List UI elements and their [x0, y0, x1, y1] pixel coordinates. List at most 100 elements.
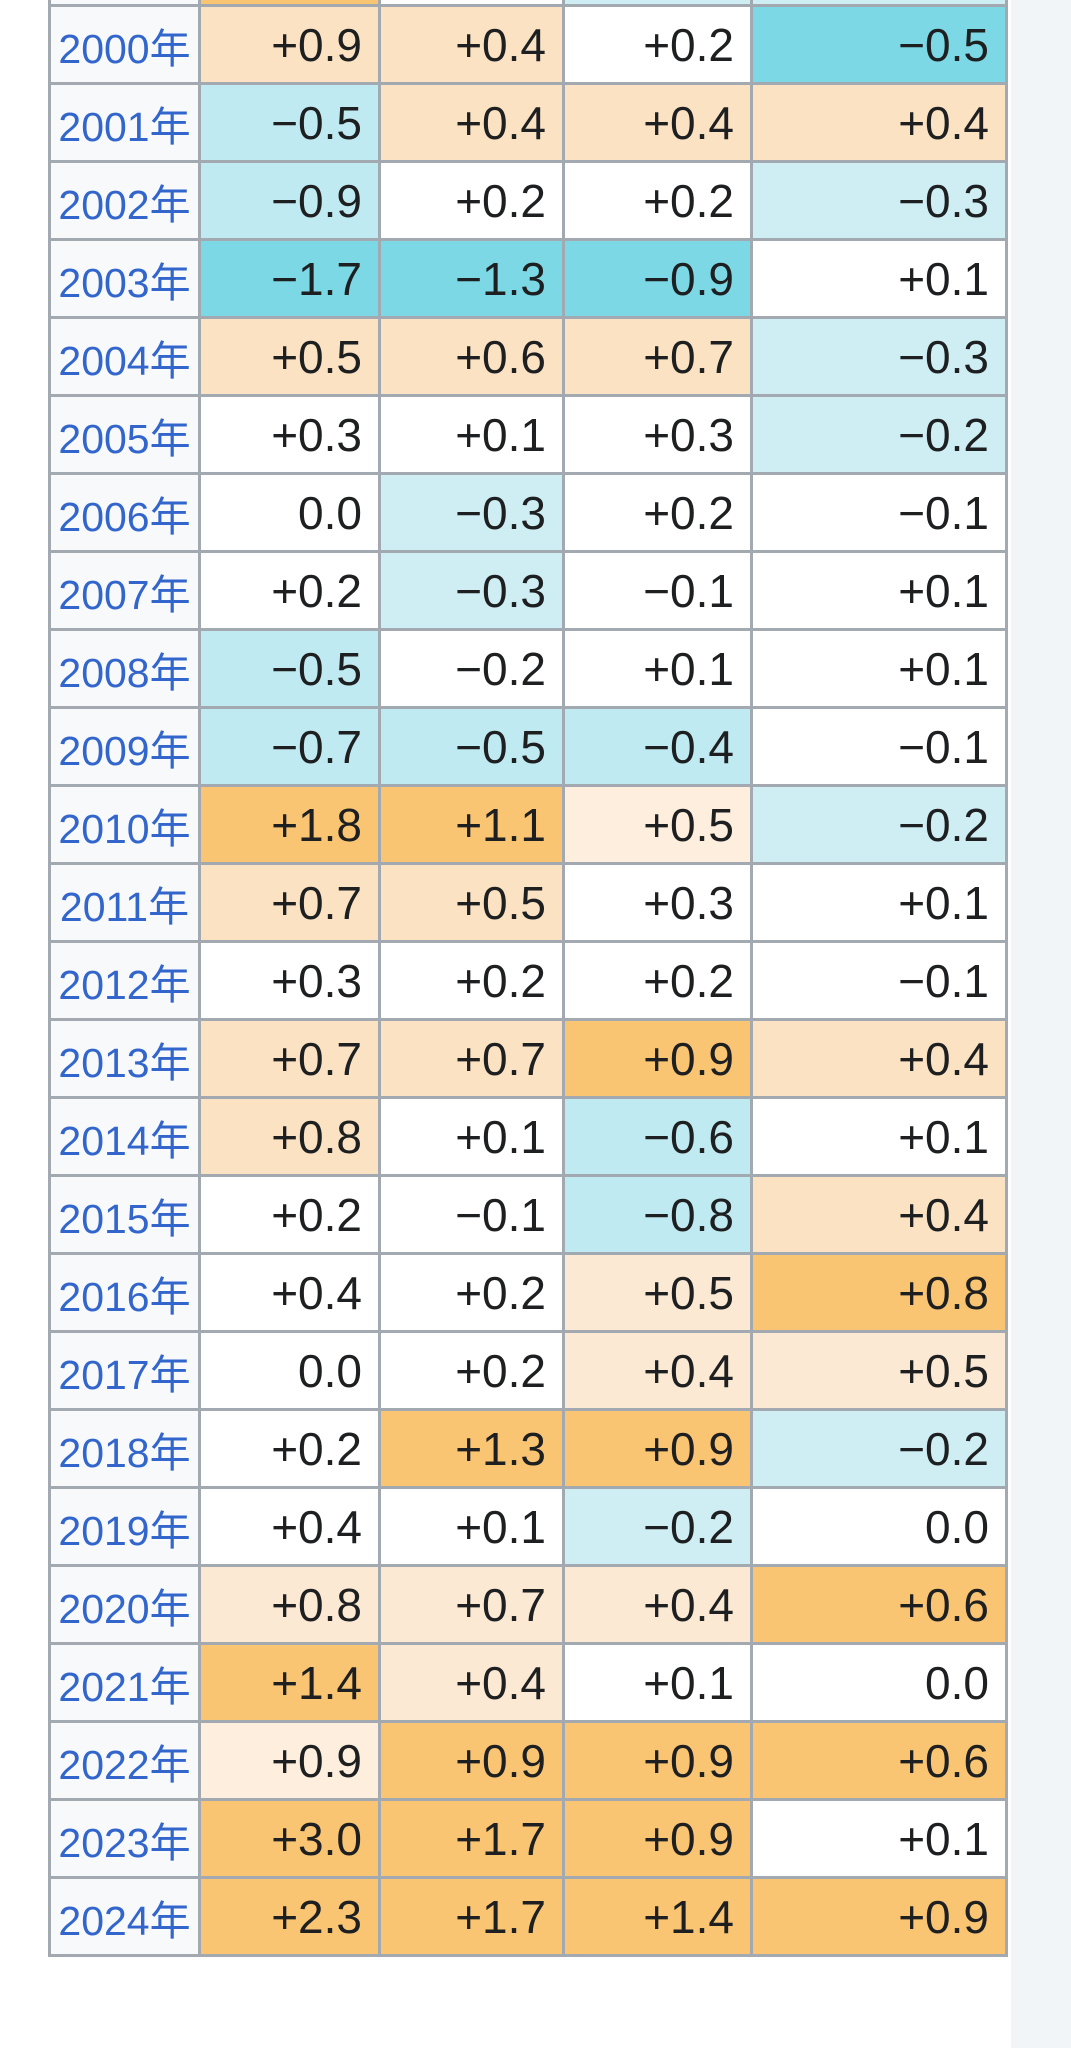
value-cell: −0.1 [378, 1174, 565, 1255]
table-row: 2001年 −0.5 +0.4 +0.4 +0.4 [48, 82, 1008, 163]
year-link[interactable]: 2001年 [58, 103, 191, 150]
table-row: 2023年 +3.0 +1.7 +0.9 +0.1 [48, 1798, 1008, 1879]
year-link[interactable]: 2014年 [58, 1117, 191, 1164]
value-cell: +0.1 [750, 1798, 1008, 1879]
year-link[interactable]: 2000年 [58, 25, 191, 72]
value-cell: +0.9 [562, 1798, 753, 1879]
table-row: 2000年 +0.9 +0.4 +0.2 −0.5 [48, 4, 1008, 85]
value-cell: +0.2 [378, 1330, 565, 1411]
value-cell: −0.1 [750, 472, 1008, 553]
value-cell [378, 0, 565, 7]
value-cell: −0.7 [198, 706, 381, 787]
value-cell: +0.9 [198, 4, 381, 85]
table-row: 2011年 +0.7 +0.5 +0.3 +0.1 [48, 862, 1008, 943]
year-link[interactable]: 2003年 [58, 259, 191, 306]
year-link[interactable]: 2017年 [58, 1351, 191, 1398]
year-cell: 2014年 [48, 1096, 201, 1177]
table-row: 2003年 −1.7 −1.3 −0.9 +0.1 [48, 238, 1008, 319]
value-cell: +0.9 [562, 1408, 753, 1489]
value-cell: +0.1 [378, 1096, 565, 1177]
year-cell: 2019年 [48, 1486, 201, 1567]
value-cell: +0.1 [750, 628, 1008, 709]
value-cell: −0.8 [562, 1174, 753, 1255]
value-cell: −0.3 [378, 472, 565, 553]
year-cell: 2023年 [48, 1798, 201, 1879]
value-cell: −0.5 [198, 628, 381, 709]
value-cell: +0.4 [198, 1486, 381, 1567]
value-cell: −0.5 [378, 706, 565, 787]
year-link[interactable]: 2008年 [58, 649, 191, 696]
value-cell: +0.7 [198, 862, 381, 943]
year-link[interactable]: 2013年 [58, 1039, 191, 1086]
year-cell: 2015年 [48, 1174, 201, 1255]
year-link[interactable]: 2007年 [58, 571, 191, 618]
value-cell: +0.1 [750, 238, 1008, 319]
value-cell: +0.4 [750, 1174, 1008, 1255]
year-link[interactable]: 2021年 [58, 1663, 191, 1710]
year-cell: 2005年 [48, 394, 201, 475]
year-link[interactable]: 2005年 [58, 415, 191, 462]
value-cell: +0.9 [198, 1720, 381, 1801]
value-cell: +0.3 [562, 862, 753, 943]
year-cell: 2022年 [48, 1720, 201, 1801]
value-cell: +1.7 [378, 1798, 565, 1879]
value-cell: +0.7 [562, 316, 753, 397]
table-row: 2014年 +0.8 +0.1 −0.6 +0.1 [48, 1096, 1008, 1177]
value-cell: +1.4 [198, 1642, 381, 1723]
value-cell: −0.1 [750, 706, 1008, 787]
year-link[interactable]: 2011年 [59, 883, 190, 930]
year-link[interactable]: 2012年 [58, 961, 191, 1008]
year-link[interactable]: 2004年 [58, 337, 191, 384]
value-cell: +0.4 [378, 82, 565, 163]
value-cell: +0.7 [378, 1018, 565, 1099]
table-row: 2005年 +0.3 +0.1 +0.3 −0.2 [48, 394, 1008, 475]
value-cell: +0.1 [750, 862, 1008, 943]
year-cell: 2000年 [48, 4, 201, 85]
year-cell: 2009年 [48, 706, 201, 787]
year-link[interactable]: 2006年 [58, 493, 191, 540]
value-cell: +0.8 [198, 1096, 381, 1177]
year-link[interactable]: 2022年 [58, 1741, 191, 1788]
value-cell [562, 0, 753, 7]
value-cell: +0.4 [378, 1642, 565, 1723]
year-cell: 2016年 [48, 1252, 201, 1333]
year-link[interactable]: 2015年 [58, 1195, 191, 1242]
year-cell: 2010年 [48, 784, 201, 865]
value-cell: +0.1 [378, 394, 565, 475]
table-row: 2015年 +0.2 −0.1 −0.8 +0.4 [48, 1174, 1008, 1255]
table-row: 2020年 +0.8 +0.7 +0.4 +0.6 [48, 1564, 1008, 1645]
value-cell: −0.3 [750, 160, 1008, 241]
year-link[interactable]: 2016年 [58, 1273, 191, 1320]
table-body: 2000年 +0.9 +0.4 +0.2 −0.5 2001年 −0.5 +0.4 +0.4 +0… [48, 0, 1008, 1957]
value-cell: +2.3 [198, 1876, 381, 1957]
value-cell: +0.3 [198, 394, 381, 475]
value-cell: −0.2 [750, 1408, 1008, 1489]
year-cell: 2003年 [48, 238, 201, 319]
value-cell: −1.3 [378, 238, 565, 319]
value-cell [750, 0, 1008, 7]
table-row: 2012年 +0.3 +0.2 +0.2 −0.1 [48, 940, 1008, 1021]
value-cell: −0.2 [562, 1486, 753, 1567]
value-cell: −0.4 [562, 706, 753, 787]
year-link[interactable]: 2019年 [58, 1507, 191, 1554]
value-cell: −0.5 [198, 82, 381, 163]
value-cell: +0.4 [750, 82, 1008, 163]
value-cell: 0.0 [198, 472, 381, 553]
year-link[interactable]: 2024年 [58, 1897, 191, 1944]
value-cell: +0.4 [750, 1018, 1008, 1099]
year-cell: 2011年 [48, 862, 201, 943]
year-link[interactable]: 2002年 [58, 181, 191, 228]
year-cell: 2001年 [48, 82, 201, 163]
year-cell: 2004年 [48, 316, 201, 397]
year-link[interactable]: 2023年 [58, 1819, 191, 1866]
year-link[interactable]: 2020年 [58, 1585, 191, 1632]
table-row: 2013年 +0.7 +0.7 +0.9 +0.4 [48, 1018, 1008, 1099]
year-link[interactable]: 2009年 [58, 727, 191, 774]
year-link[interactable]: 2010年 [58, 805, 191, 852]
value-cell: +0.5 [562, 784, 753, 865]
value-cell: −0.1 [562, 550, 753, 631]
year-cell: 2017年 [48, 1330, 201, 1411]
year-cell: 2013年 [48, 1018, 201, 1099]
year-link[interactable]: 2018年 [58, 1429, 191, 1476]
value-cell: +0.2 [378, 1252, 565, 1333]
